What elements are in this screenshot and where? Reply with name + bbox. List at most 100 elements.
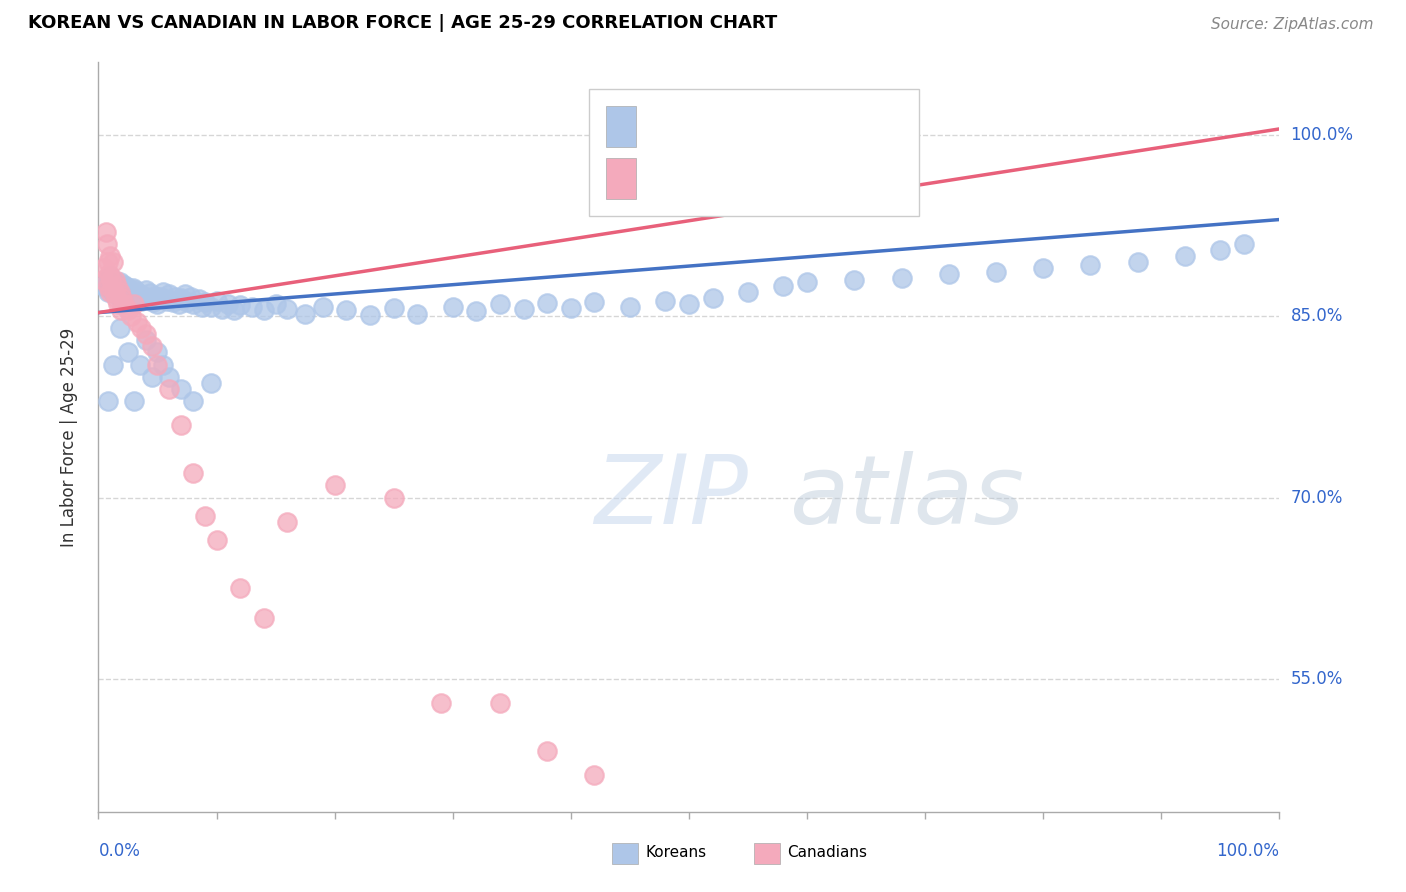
Point [98,273,121,287]
Point [170,291,193,305]
Point [108,321,131,335]
Point [146,358,169,372]
Point [382,301,405,315]
Point [105,291,128,305]
Point [200,376,222,390]
Point [97,255,120,269]
Point [98,277,121,292]
Point [98,249,121,263]
Point [108,285,131,299]
Point [143,288,166,302]
Point [187,293,209,307]
Point [938,267,960,281]
Point [128,358,150,372]
Point [217,297,239,311]
FancyBboxPatch shape [612,843,638,864]
Point [108,291,131,305]
Point [107,279,129,293]
Point [157,369,180,384]
Point [96,276,118,290]
Point [112,277,135,292]
Point [104,280,127,294]
Point [129,321,152,335]
Point [1209,243,1232,257]
Point [276,515,298,529]
Point [129,293,152,308]
Point [224,303,246,318]
Point [737,285,759,299]
Point [139,286,162,301]
Y-axis label: In Labor Force | Age 25-29: In Labor Force | Age 25-29 [59,327,77,547]
Point [93,260,115,275]
Point [200,300,222,314]
Point [112,293,135,308]
Point [118,284,141,298]
Point [678,297,700,311]
Point [152,285,174,299]
Point [359,308,381,322]
Point [110,284,132,298]
Point [205,533,228,547]
Point [127,315,149,329]
Text: Source: ZipAtlas.com: Source: ZipAtlas.com [1212,18,1374,32]
Point [117,290,139,304]
Text: Canadians: Canadians [787,846,868,861]
Text: Koreans: Koreans [645,846,706,861]
Point [132,288,155,302]
Point [135,327,157,342]
Point [136,293,159,307]
Point [170,382,193,396]
Point [512,301,534,316]
Point [702,291,724,305]
Point [194,508,217,523]
Point [1233,236,1256,251]
Point [103,286,125,301]
Point [105,277,128,291]
Point [181,297,204,311]
Text: KOREAN VS CANADIAN IN LABOR FORCE | AGE 25-29 CORRELATION CHART: KOREAN VS CANADIAN IN LABOR FORCE | AGE … [28,14,776,32]
Point [796,276,818,290]
Point [105,279,128,293]
Point [1080,259,1102,273]
Point [1032,260,1054,275]
Point [146,297,169,311]
Point [173,287,195,301]
Point [146,345,169,359]
Point [560,301,582,315]
Point [112,297,135,311]
Point [141,369,163,384]
Point [110,303,132,318]
Point [240,300,263,314]
Point [121,310,143,324]
Text: atlas: atlas [789,450,1025,543]
Point [97,279,120,293]
Point [489,297,512,311]
Point [772,279,794,293]
Point [150,290,173,304]
Text: 100.0%: 100.0% [1216,842,1279,860]
Point [98,267,121,281]
Point [294,307,316,321]
Point [229,298,252,312]
Point [170,417,193,432]
Point [120,293,142,307]
Point [101,255,124,269]
Point [536,744,558,758]
Point [91,273,114,287]
Point [103,277,125,292]
FancyBboxPatch shape [589,88,920,216]
Point [205,293,228,308]
Text: R = 0.214   N = 42: R = 0.214 N = 42 [654,169,838,187]
Point [117,303,139,318]
Point [122,297,145,311]
Point [101,273,124,287]
Point [1174,249,1197,263]
Text: 0.0%: 0.0% [98,842,141,860]
Point [93,279,115,293]
Text: 85.0%: 85.0% [1291,307,1343,326]
Point [382,491,405,505]
Point [489,696,512,710]
Text: 55.0%: 55.0% [1291,670,1343,688]
Point [167,297,190,311]
Point [157,382,180,396]
